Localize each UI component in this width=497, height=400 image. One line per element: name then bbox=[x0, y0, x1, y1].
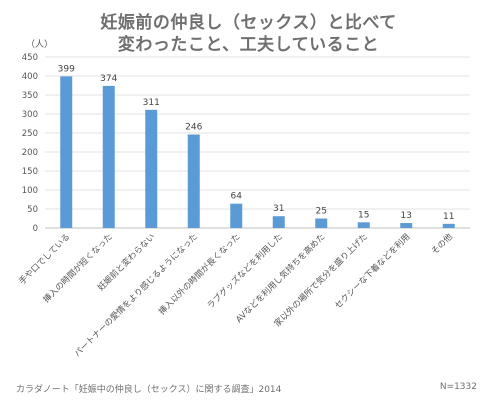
bar bbox=[60, 76, 73, 228]
y-tick-label: 400 bbox=[22, 72, 38, 82]
x-tick-label: ラブグッズなどを利用した bbox=[205, 231, 285, 311]
grid-lines bbox=[45, 56, 470, 229]
x-tick-label: 挿入以外の時間が長くなった bbox=[156, 231, 242, 317]
y-unit-label: （人） bbox=[26, 39, 53, 50]
data-label: 11 bbox=[443, 212, 454, 222]
bar bbox=[357, 222, 370, 228]
bar bbox=[102, 85, 115, 228]
y-tick-label: 250 bbox=[22, 129, 38, 139]
data-label: 13 bbox=[401, 211, 412, 221]
source-note: カラダノート「妊娠中の仲良し（セックス）に関する調査」2014 bbox=[16, 385, 282, 395]
y-tick-label: 300 bbox=[22, 110, 38, 120]
data-label: 15 bbox=[358, 210, 369, 220]
x-tick-label: セクシーな下着などを利用 bbox=[332, 231, 412, 311]
data-label: 246 bbox=[185, 123, 202, 133]
bar bbox=[230, 203, 243, 228]
y-tick-label: 350 bbox=[22, 91, 38, 101]
x-tick-label: 家以外の場所で気分を盛り上げた bbox=[272, 231, 370, 329]
data-label: 311 bbox=[143, 98, 160, 108]
y-tick-label: 200 bbox=[22, 148, 38, 158]
x-tick-label: AVなどを利用し気持ちを高めた bbox=[234, 231, 328, 325]
sample-size: N=1332 bbox=[439, 382, 477, 392]
bar bbox=[272, 216, 285, 228]
bar bbox=[400, 223, 413, 228]
data-label: 31 bbox=[273, 204, 284, 214]
bars bbox=[60, 76, 455, 228]
y-tick-label: 450 bbox=[22, 53, 38, 63]
bar bbox=[145, 109, 158, 228]
data-label: 374 bbox=[100, 74, 117, 84]
y-tick-label: 150 bbox=[22, 167, 38, 177]
chart-title-line-2: 変わったこと、工夫していること bbox=[117, 35, 380, 55]
y-tick-labels: 0 50 100 150 200 250 300 350 400 450 bbox=[22, 53, 38, 234]
bar bbox=[315, 218, 328, 228]
bar bbox=[442, 223, 455, 228]
data-label: 25 bbox=[316, 207, 327, 217]
y-tick-label: 100 bbox=[22, 186, 38, 196]
x-tick-label: 挿入の時間が短くなった bbox=[41, 231, 115, 305]
x-tick-label: その他 bbox=[429, 231, 455, 257]
data-label: 64 bbox=[231, 192, 243, 202]
y-tick-label: 0 bbox=[33, 224, 38, 234]
value-labels: 399 374 311 246 64 31 25 15 13 11 bbox=[58, 64, 455, 221]
chart-title-line-1: 妊娠前の仲良し（セックス）と比べて bbox=[100, 13, 397, 33]
data-label: 399 bbox=[58, 64, 75, 74]
y-tick-label: 50 bbox=[27, 205, 38, 215]
x-tick-labels: 手や口でしている挿入の時間が短くなった妊娠前と変わらないパートナーの愛情をより感… bbox=[17, 231, 456, 359]
bar-chart: 399 374 311 246 64 31 25 15 13 11 0 50 100 150 200 250… bbox=[17, 39, 470, 359]
bar bbox=[187, 134, 200, 228]
